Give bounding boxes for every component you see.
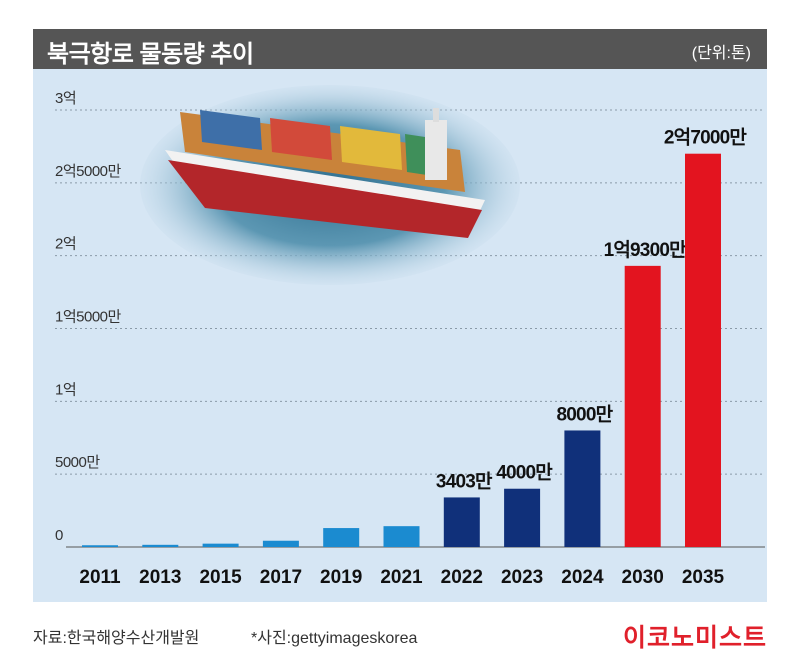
bar-2023 [504, 488, 541, 547]
x-tick-label: 2013 [139, 567, 181, 588]
x-tick-label: 2024 [561, 567, 604, 588]
x-tick-label: 2011 [79, 567, 121, 588]
bar-2024 [564, 430, 601, 547]
y-tick-label: 2억5000만 [55, 163, 122, 180]
bar-2030 [624, 265, 661, 547]
y-tick-label: 1억5000만 [55, 309, 122, 326]
y-tick-label: 1억 [55, 381, 76, 398]
bar-2022 [443, 497, 480, 547]
x-tick-label: 2017 [260, 567, 302, 588]
y-tick-label: 0 [55, 527, 63, 544]
y-tick-label: 5000만 [55, 454, 100, 471]
bar-2013 [142, 544, 179, 547]
bar-2035 [685, 153, 721, 547]
bar-2019 [323, 528, 360, 547]
bar-2017 [262, 540, 299, 547]
x-tick-label: 2021 [380, 567, 423, 588]
x-tick-label: 2022 [441, 567, 483, 588]
data-label: 1억9300만 [604, 239, 688, 261]
title-bar: 북극항로 물동량 추이 (단위:톤) [33, 29, 767, 69]
data-label: 2억7000만 [664, 127, 748, 149]
source-note: 자료:한국해양수산개발원 [33, 630, 200, 647]
bar-2011 [82, 545, 118, 547]
brand-logo: 이코노미스트 [622, 624, 767, 652]
y-tick-label: 3억 [55, 90, 76, 107]
x-tick-label: 2015 [199, 567, 242, 588]
y-tick-label: 2억 [55, 236, 76, 253]
bar-2021 [383, 526, 420, 547]
x-tick-label: 2035 [682, 567, 725, 588]
ship-illustration [140, 85, 520, 285]
data-label: 8000만 [557, 403, 614, 425]
x-tick-label: 2030 [622, 567, 664, 588]
chart-title: 북극항로 물동량 추이 [47, 41, 254, 68]
photo-credit: *사진:gettyimageskorea [251, 630, 418, 647]
x-tick-label: 2019 [320, 567, 362, 588]
unit-label: (단위:톤) [691, 45, 751, 62]
bar-2015 [202, 543, 239, 547]
data-label: 4000만 [496, 462, 553, 484]
data-label: 3403만 [436, 470, 493, 492]
x-tick-label: 2023 [501, 567, 543, 588]
